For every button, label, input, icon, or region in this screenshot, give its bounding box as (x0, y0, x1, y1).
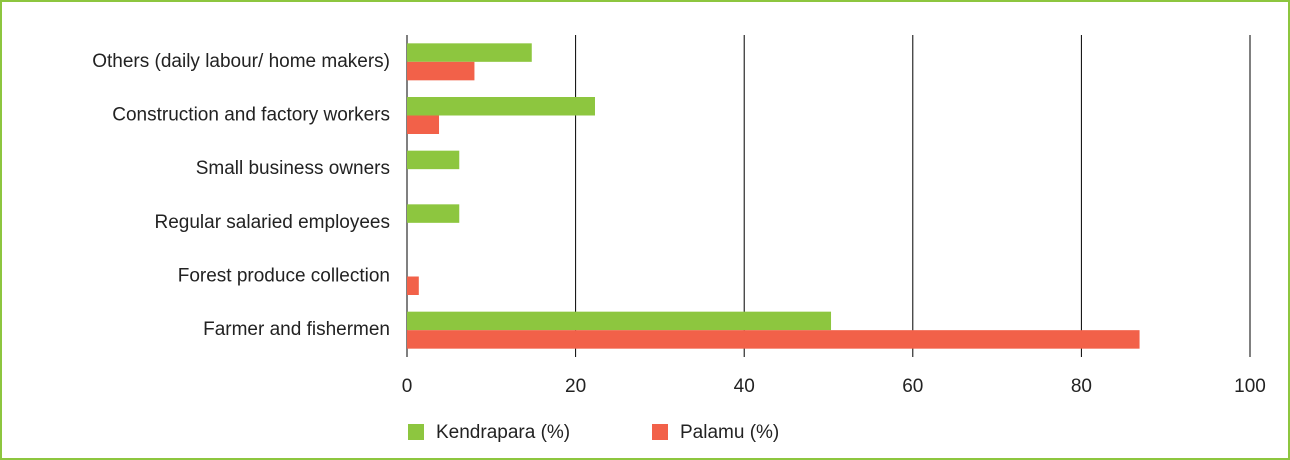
legend-swatch (652, 424, 668, 440)
bar (407, 330, 1140, 349)
x-tick-label: 20 (565, 376, 586, 397)
bar (407, 276, 419, 295)
bar (407, 61, 475, 81)
legend-swatch (408, 424, 424, 440)
x-tick-label: 60 (902, 376, 923, 397)
y-tick-label: Forest produce collection (178, 266, 390, 287)
y-tick-label: Farmer and fishermen (203, 319, 390, 340)
y-tick-label: Regular salaried employees (154, 212, 390, 233)
bar (407, 97, 595, 116)
bar (407, 150, 460, 170)
bar (407, 311, 832, 331)
y-tick-label: Construction and factory workers (112, 105, 390, 126)
bar (407, 115, 440, 134)
legend-label: Palamu (%) (680, 422, 779, 443)
x-tick-label: 0 (402, 376, 413, 397)
bar (407, 204, 460, 223)
x-tick-label: 80 (1071, 376, 1092, 397)
x-tick-label: 40 (734, 376, 755, 397)
x-tick-label: 100 (1234, 376, 1266, 397)
legend-label: Kendrapara (%) (436, 422, 570, 443)
bar (407, 43, 532, 62)
y-tick-label: Others (daily labour/ home makers) (92, 51, 390, 72)
y-tick-label: Small business owners (196, 158, 390, 179)
